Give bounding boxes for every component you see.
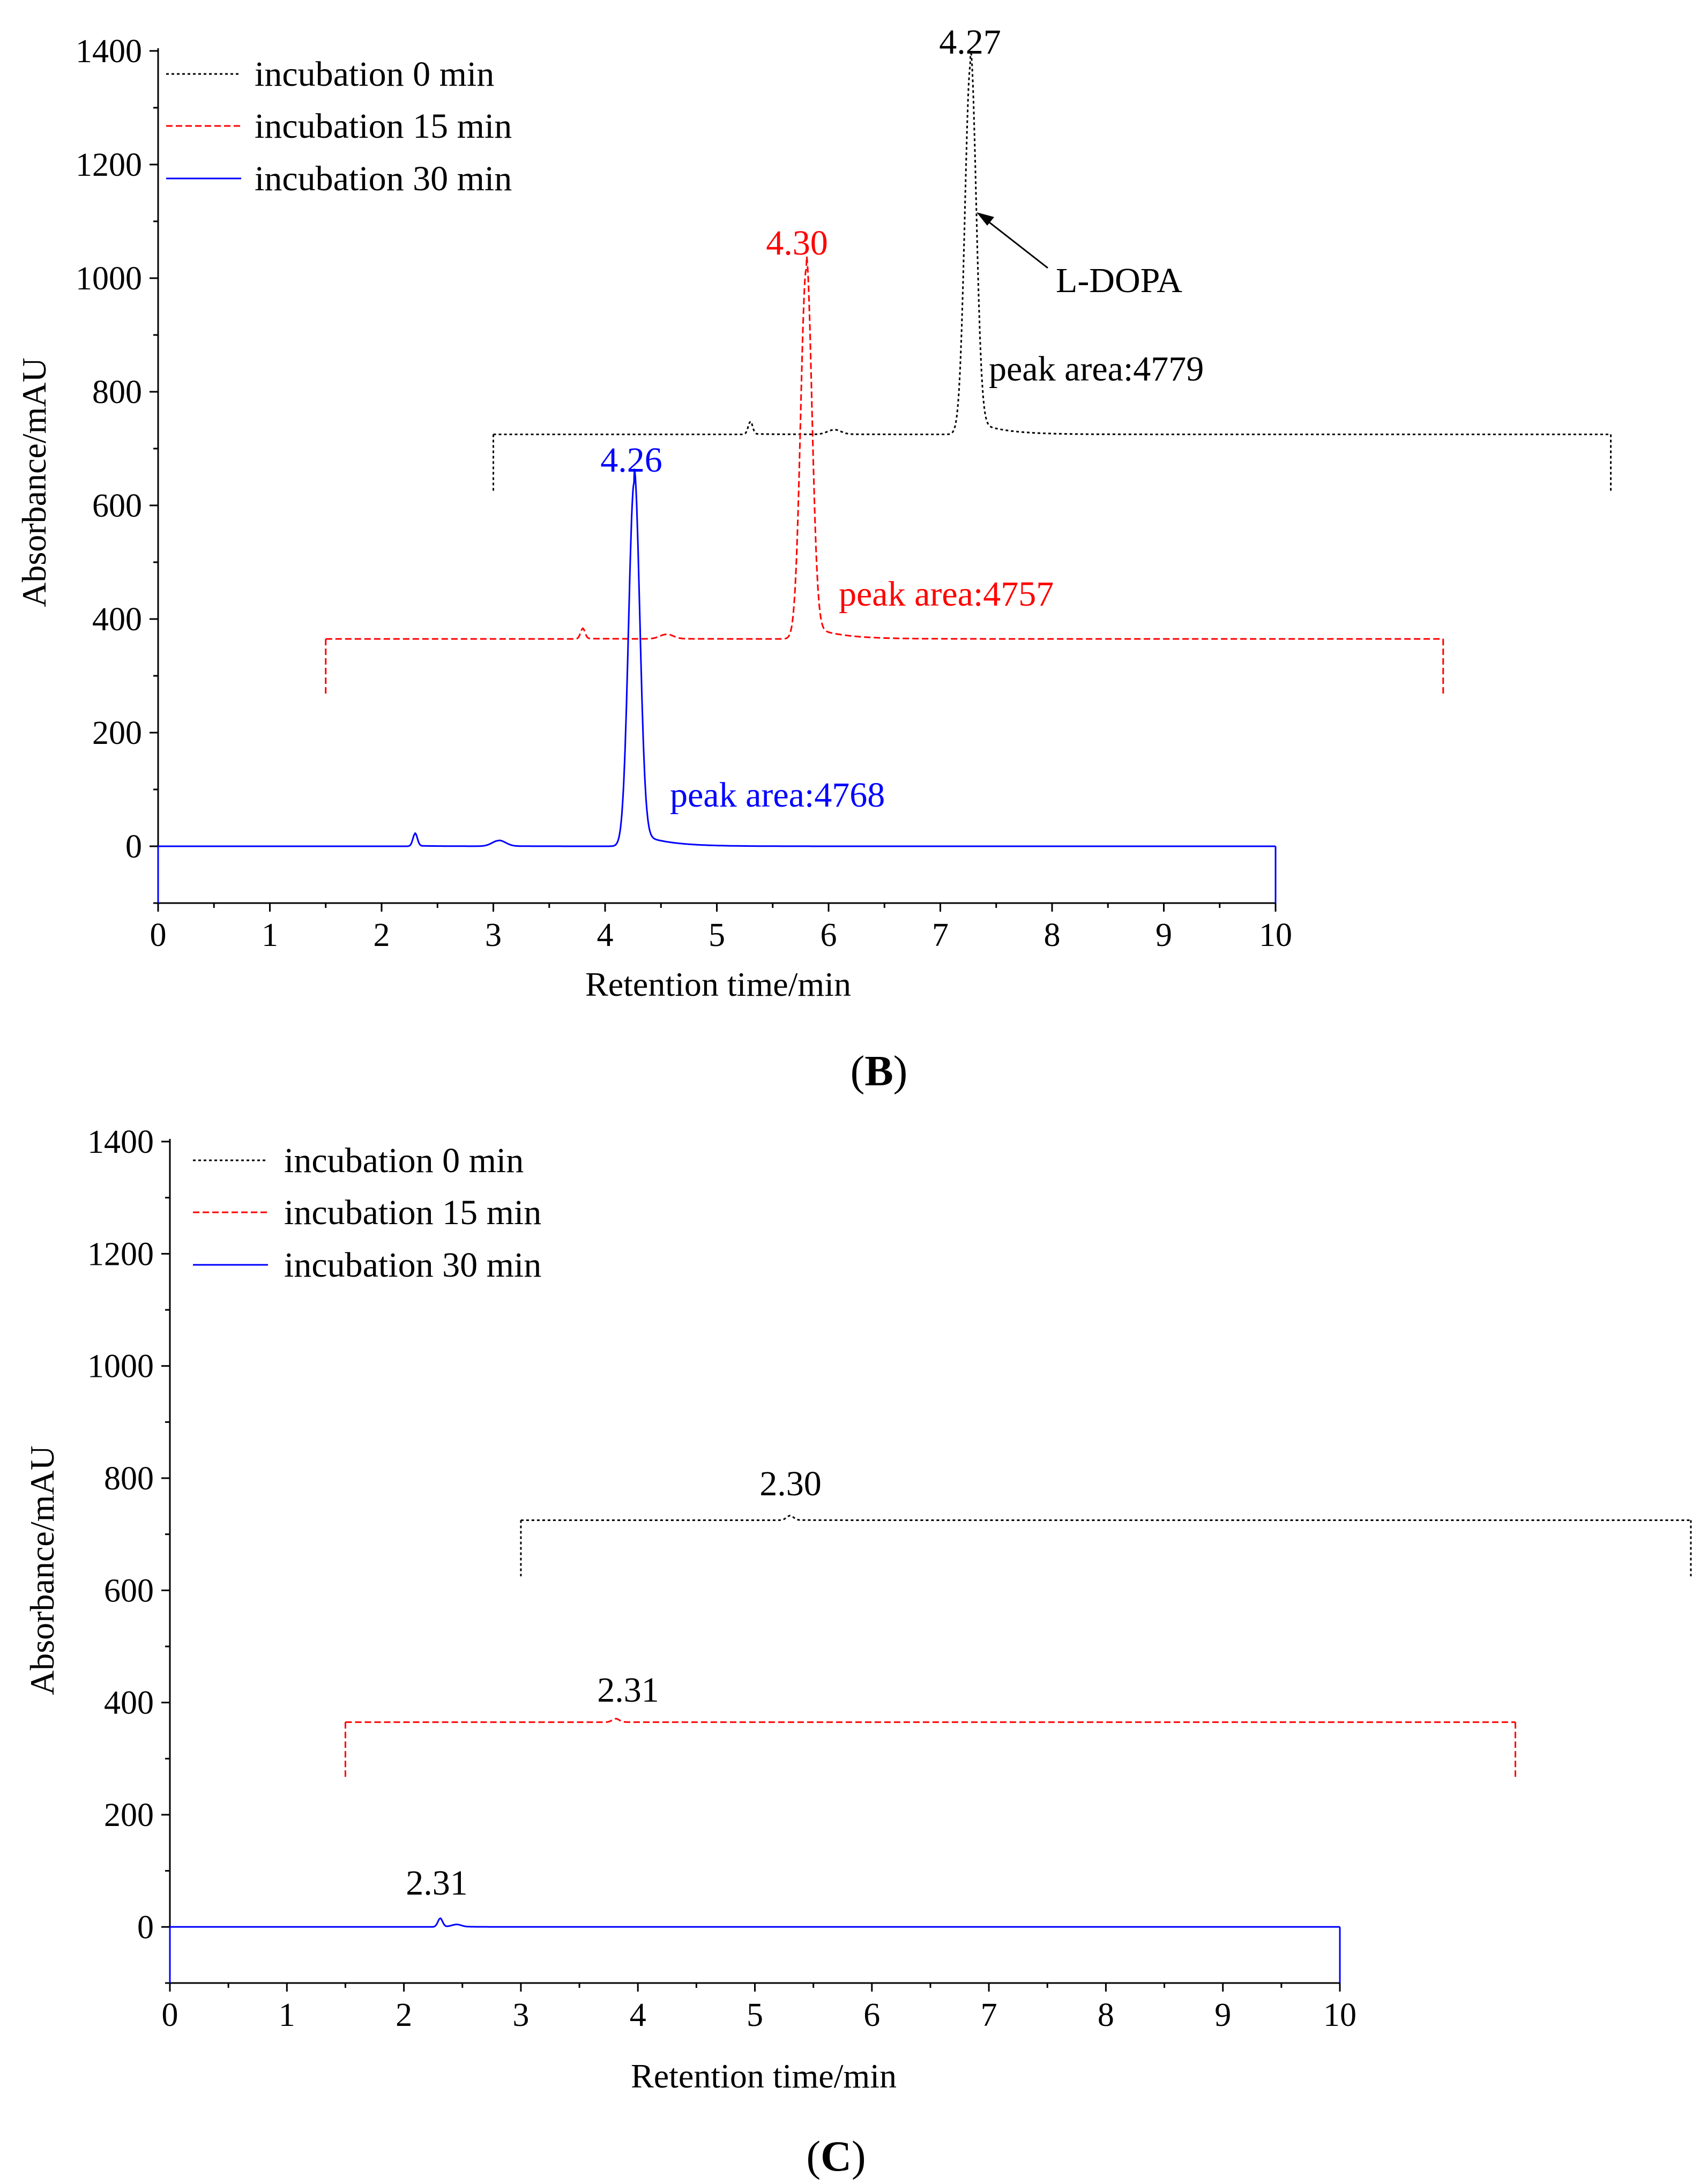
x-tick-label: 8 <box>1098 1997 1114 2033</box>
y-tick-label: 1200 <box>87 1236 154 1272</box>
x-tick-label: 6 <box>821 917 837 953</box>
y-tick-label: 1200 <box>76 147 142 183</box>
x-tick-label: 7 <box>981 1997 997 2033</box>
x-tick-label: 2 <box>396 1997 412 2033</box>
y-tick-label: 1000 <box>87 1348 154 1385</box>
legend-entry-0min: incubation 0 min <box>284 1141 524 1180</box>
series-trace-15min <box>345 1718 1516 1723</box>
legend-entry-15min: incubation 15 min <box>284 1193 541 1232</box>
y-tick-label: 600 <box>104 1572 154 1609</box>
x-tick-label: 1 <box>279 1997 295 2033</box>
x-tick-label: 0 <box>150 917 167 953</box>
x-tick-label: 4 <box>630 1997 646 2033</box>
y-tick-label: 800 <box>104 1460 154 1497</box>
x-tick-label: 0 <box>162 1997 178 2033</box>
y-tick-label: 200 <box>104 1797 154 1833</box>
compound-label: L-DOPA <box>1056 261 1182 300</box>
y-axis-label: Absorbance/mAU <box>23 1445 61 1695</box>
y-tick-label: 0 <box>137 1909 154 1946</box>
chromatogram-panel-b: Retention time/min Absorbance/mAU (B) in… <box>15 23 1612 1095</box>
x-tick-label: 9 <box>1214 1997 1231 2033</box>
x-tick-label: 7 <box>932 917 949 953</box>
legend-entry-15min: incubation 15 min <box>255 107 512 146</box>
peak-label-0min: 2.30 <box>759 1464 822 1503</box>
y-tick-label: 1000 <box>76 260 142 297</box>
legend-entry-0min: incubation 0 min <box>255 55 494 94</box>
series-trace-0min <box>520 1515 1691 1521</box>
panel-label-b: (B) <box>851 1048 908 1095</box>
x-tick-label: 3 <box>485 917 502 953</box>
x-axis-label: Retention time/min <box>585 965 851 1003</box>
series-trace-30min <box>158 468 1276 847</box>
legend-entry-30min: incubation 30 min <box>255 159 512 198</box>
x-tick-label: 5 <box>747 1997 763 2033</box>
y-tick-label: 1400 <box>87 1124 154 1160</box>
x-tick-label: 1 <box>262 917 278 953</box>
y-tick-label: 800 <box>92 374 142 411</box>
y-tick-label: 600 <box>92 488 142 524</box>
peak-label-15min: 2.31 <box>597 1671 659 1710</box>
peak-area-15min: peak area:4757 <box>839 575 1054 614</box>
series-trace-15min <box>325 256 1443 640</box>
peak-label-0min: 4.27 <box>939 23 1001 62</box>
y-axis-label: Absorbance/mAU <box>15 357 53 607</box>
peak-label-15min: 4.30 <box>766 223 828 263</box>
x-tick-label: 4 <box>597 917 614 953</box>
series-trace-0min <box>493 50 1611 435</box>
x-tick-label: 10 <box>1323 1997 1356 2033</box>
chromatogram-panel-c: Retention time/min Absorbance/mAU (C) in… <box>23 1124 1692 2180</box>
y-tick-label: 0 <box>125 829 142 865</box>
panel-label-c: (C) <box>806 2133 866 2180</box>
compound-arrow <box>981 215 1048 269</box>
x-tick-label: 8 <box>1044 917 1061 953</box>
peak-label-30min: 2.31 <box>406 1864 468 1903</box>
x-axis-label: Retention time/min <box>631 2057 897 2095</box>
compound-arrowhead <box>977 212 994 226</box>
y-tick-label: 200 <box>92 715 142 751</box>
peak-label-30min: 4.26 <box>600 441 662 480</box>
x-tick-label: 3 <box>512 1997 529 2033</box>
x-tick-label: 2 <box>374 917 390 953</box>
y-tick-label: 1400 <box>76 33 142 70</box>
peak-area-0min: peak area:4779 <box>989 349 1204 389</box>
x-tick-label: 10 <box>1259 917 1292 953</box>
y-tick-label: 400 <box>104 1685 154 1721</box>
legend-entry-30min: incubation 30 min <box>284 1246 541 1285</box>
x-tick-label: 9 <box>1156 917 1172 953</box>
x-tick-label: 6 <box>863 1997 880 2033</box>
y-tick-label: 400 <box>92 601 142 638</box>
series-trace-30min <box>170 1917 1340 1928</box>
peak-area-30min: peak area:4768 <box>670 776 885 815</box>
x-tick-label: 5 <box>709 917 725 953</box>
